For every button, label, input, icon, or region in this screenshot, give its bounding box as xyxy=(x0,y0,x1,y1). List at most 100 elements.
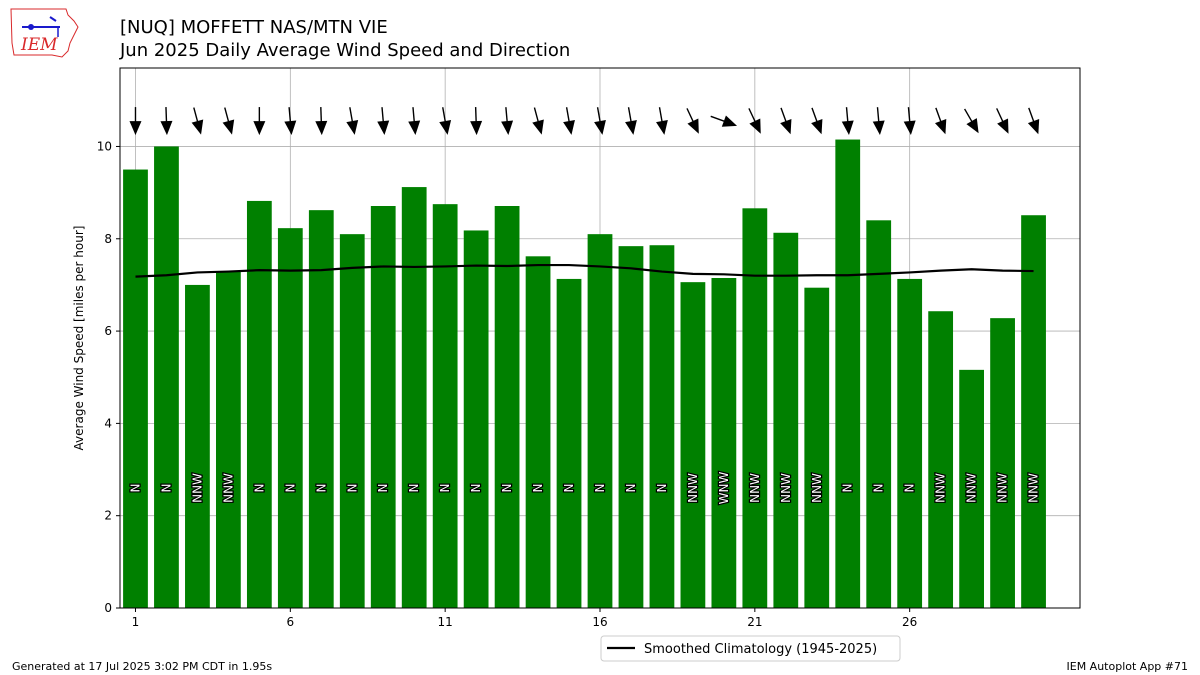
legend-box xyxy=(600,635,901,662)
wind-arrow xyxy=(470,107,483,136)
wind-speed-bar xyxy=(339,234,365,608)
wind-arrow-head xyxy=(439,120,452,135)
wind-arrow-head xyxy=(997,118,1009,134)
direction-label: NNW xyxy=(190,473,204,503)
wind-speed-bar xyxy=(432,204,458,608)
direction-label: N xyxy=(469,484,483,493)
y-tick-label: 8 xyxy=(104,232,112,246)
x-tick-label: 6 xyxy=(287,615,295,629)
wind-arrow-head xyxy=(253,121,266,136)
direction-label: N xyxy=(500,484,514,493)
wind-speed-bar xyxy=(866,220,892,609)
wind-arrow-head xyxy=(625,120,637,135)
generated-timestamp: Generated at 17 Jul 2025 3:02 PM CDT in … xyxy=(12,660,273,673)
wind-speed-bar xyxy=(370,206,396,608)
wind-arrow xyxy=(748,108,761,134)
wind-arrow xyxy=(656,107,668,135)
direction-label: NNW xyxy=(810,473,824,503)
wind-arrow xyxy=(129,107,142,136)
y-tick-label: 0 xyxy=(104,601,112,615)
wind-arrow xyxy=(532,107,544,135)
app-id: IEM Autoplot App #71 xyxy=(1066,660,1189,673)
direction-label: NNW xyxy=(779,473,793,503)
wind-speed-bar xyxy=(246,200,272,608)
wind-arrow-head xyxy=(346,120,359,135)
x-tick-label: 1 xyxy=(132,615,140,629)
direction-label: N xyxy=(562,484,576,493)
wind-arrow-head xyxy=(284,120,297,136)
wind-arrow xyxy=(160,107,173,136)
wind-arrow-head xyxy=(563,120,575,135)
direction-label: N xyxy=(593,484,607,493)
wind-arrow-head xyxy=(903,120,916,136)
direction-label: NNW xyxy=(221,473,235,503)
iem-logo: IEM xyxy=(8,5,80,59)
wind-arrow-head xyxy=(191,119,204,135)
direction-label: NNW xyxy=(748,473,762,503)
wind-arrow-head xyxy=(935,119,947,135)
wind-speed-bar xyxy=(277,228,303,608)
direction-label: NNW xyxy=(934,473,948,503)
wind-arrow-head xyxy=(315,120,328,136)
wind-arrow-head xyxy=(811,119,823,135)
wind-speed-bar xyxy=(773,232,799,608)
direction-label: NNW xyxy=(1027,473,1041,503)
wind-speed-bar xyxy=(649,245,675,608)
direction-label: N xyxy=(283,484,297,493)
direction-label: N xyxy=(841,484,855,493)
wind-arrow-head xyxy=(408,120,421,136)
wind-arrow-head xyxy=(160,120,173,136)
wind-speed-bar xyxy=(959,369,984,608)
wind-arrow xyxy=(686,108,699,134)
direction-label: N xyxy=(407,484,421,493)
wind-arrow xyxy=(346,107,359,135)
y-tick-label: 2 xyxy=(104,509,112,523)
direction-label: NNW xyxy=(996,473,1010,503)
wind-arrow-head xyxy=(656,120,668,135)
x-tick-label: 16 xyxy=(592,615,607,629)
wind-arrow xyxy=(872,107,885,136)
wind-speed-bar xyxy=(525,256,551,608)
wind-direction-arrows xyxy=(129,107,1040,136)
wind-speed-bar xyxy=(463,230,489,608)
x-tick-label: 11 xyxy=(438,615,453,629)
wind-speed-bar xyxy=(897,278,923,608)
wind-arrow-head xyxy=(470,120,483,136)
wind-arrow-head xyxy=(721,115,738,127)
chart-subtitle: Jun 2025 Daily Average Wind Speed and Di… xyxy=(120,40,571,61)
direction-label: WNW xyxy=(717,472,731,505)
wind-arrow xyxy=(377,107,390,136)
wind-arrow xyxy=(710,115,738,127)
wind-speed-bar xyxy=(216,271,241,608)
wind-arrow-head xyxy=(749,118,761,134)
wind-arrow-head xyxy=(377,120,390,136)
wind-arrow xyxy=(253,107,266,136)
wind-arrow xyxy=(903,107,916,136)
direction-label: N xyxy=(903,484,917,493)
direction-labels: N N NNW NNW N N N N N N N N N N N N N N NNW WNW NNW NNW NNW N N N… xyxy=(127,470,1041,505)
wind-speed-bar xyxy=(928,311,954,608)
wind-arrow xyxy=(1027,107,1040,135)
climatology-line-group xyxy=(135,263,1034,278)
wind-arrow xyxy=(315,107,328,136)
wind-arrow-head xyxy=(687,118,699,134)
wind-speed-bar xyxy=(835,139,861,609)
wind-speed-bar xyxy=(990,318,1015,608)
wind-arrow-head xyxy=(129,121,142,136)
wind-speed-bar xyxy=(711,278,737,608)
legend: Smoothed Climatology (1945-2025) xyxy=(600,635,901,662)
direction-label: N xyxy=(655,484,669,493)
wind-arrow-head xyxy=(841,120,854,136)
wind-speed-bar xyxy=(494,206,520,608)
direction-label: NNW xyxy=(686,473,700,503)
wind-arrow xyxy=(996,108,1009,134)
wind-arrow xyxy=(191,107,204,135)
wind-arrow-head xyxy=(780,119,792,135)
y-tick-label: 10 xyxy=(97,139,112,153)
y-axis-label: Average Wind Speed [miles per hour] xyxy=(72,226,86,451)
direction-label: N xyxy=(872,484,886,493)
wind-arrow xyxy=(222,107,235,135)
wind-speed-bar xyxy=(804,287,830,608)
wind-speed-bar xyxy=(401,187,427,609)
